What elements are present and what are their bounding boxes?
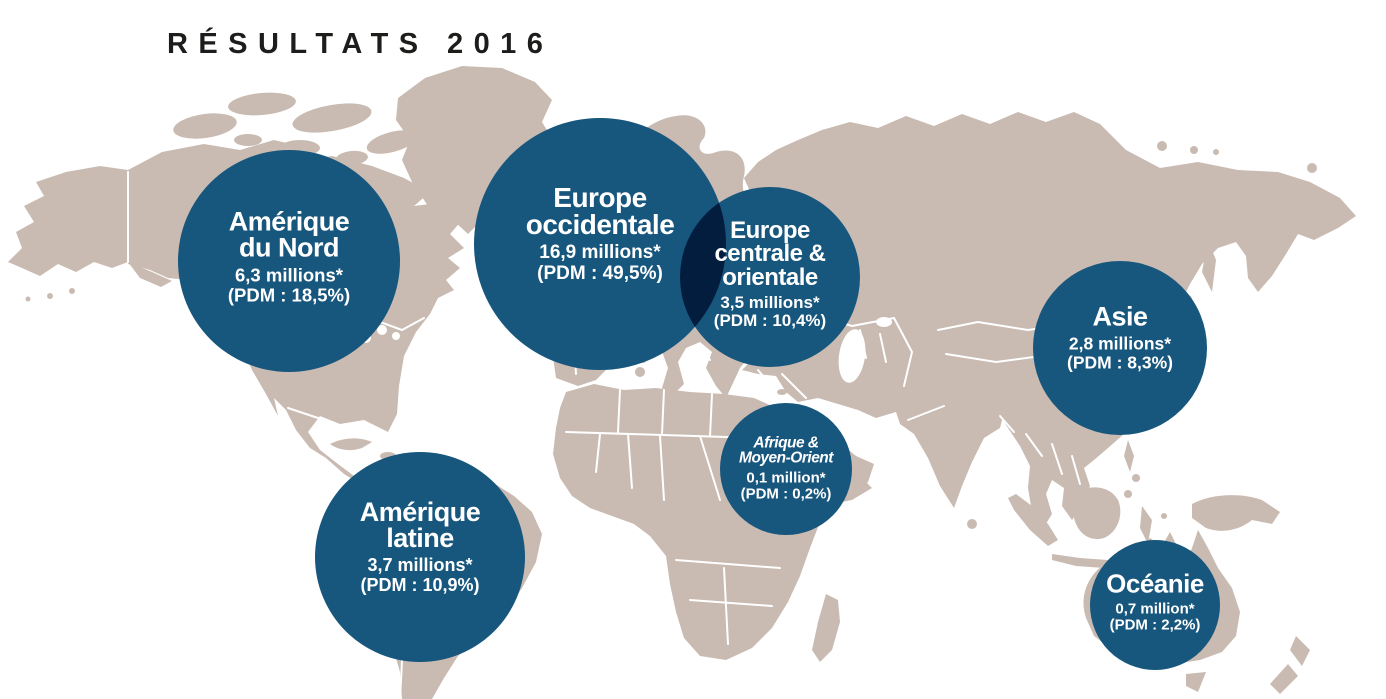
landmass-madagascar (812, 594, 840, 662)
landmass-north-america (128, 140, 464, 484)
landmass-india (896, 398, 1004, 508)
landmass-tasmania (1186, 672, 1206, 692)
landmass-uk (560, 244, 592, 306)
landmass-australia (1083, 530, 1240, 664)
landmass-south-america (358, 468, 542, 699)
landmass-borneo (1074, 487, 1121, 540)
landmass-new-guinea (1192, 495, 1280, 531)
page-title: RÉSULTATS 2016 (167, 28, 554, 60)
landmass-new-zealand (1290, 636, 1310, 666)
landmass-alaska (8, 166, 128, 276)
